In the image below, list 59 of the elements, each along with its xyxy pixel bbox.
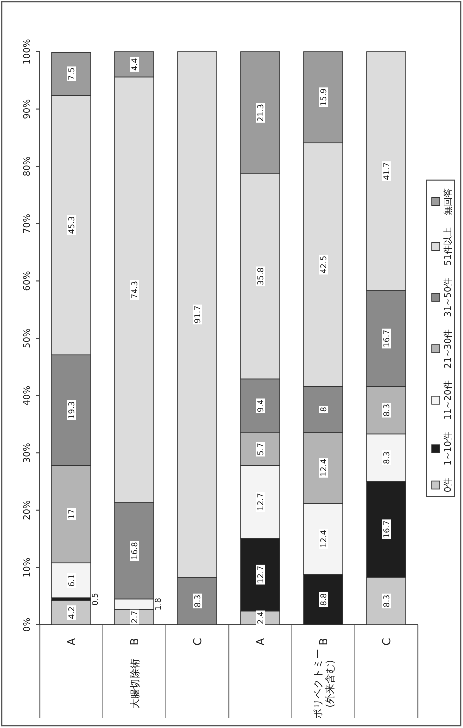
data-label: 16.8	[130, 542, 140, 560]
x-tick-label: C	[192, 638, 204, 646]
data-label: 91.7	[194, 306, 202, 324]
data-label: 41.7	[382, 162, 392, 180]
text: ポリペクトミー (外来含む)	[314, 649, 336, 719]
legend-label: 無回答	[443, 188, 454, 216]
x-tick-label: C	[380, 638, 394, 646]
y-tick-label: 60%	[23, 270, 33, 292]
legend-label: 51件以上	[443, 227, 454, 266]
data-label: 12.7	[256, 566, 266, 584]
data-label: 42.5	[320, 256, 328, 274]
y-tick-label: 90%	[23, 98, 33, 120]
y-tick-label: 20%	[23, 500, 33, 520]
y-tick-label: 0%	[23, 617, 33, 632]
y-tick-label: 70%	[23, 213, 33, 234]
data-label: 8.8	[320, 593, 328, 606]
y-tick-label: 100%	[23, 38, 33, 65]
data-label: 35.8	[256, 268, 266, 286]
data-label: 19.3	[68, 402, 76, 420]
data-label: 7.5	[68, 68, 76, 80]
data-label: 9.4	[256, 400, 266, 412]
data-label: 15.9	[320, 88, 328, 106]
data-label: 1.8	[154, 598, 164, 611]
legend-label: 0件	[443, 478, 454, 493]
data-label: 5.7	[256, 443, 266, 456]
legend-label: 1~10件	[443, 432, 454, 466]
x-tick-label: A	[66, 638, 78, 646]
data-label: 8.3	[382, 594, 392, 608]
data-label: 16.7	[382, 330, 392, 348]
text: 大腸切除術	[130, 659, 142, 709]
data-label: 4.2	[68, 606, 76, 620]
data-label: 21.3	[256, 104, 266, 122]
data-label: 74.3	[130, 281, 140, 299]
data-label: 8.3	[194, 594, 202, 608]
data-label: 8.3	[382, 404, 392, 417]
legend-label: 11~20件	[443, 380, 454, 420]
data-label: 45.3	[68, 216, 76, 234]
x-tick-label: A	[254, 638, 268, 646]
y-tick-label: 30%	[23, 442, 33, 464]
data-label: 8	[320, 407, 328, 412]
x-tick-label: B	[128, 638, 142, 646]
legend-label: 21~30件	[443, 329, 454, 369]
y-tick-label: 40%	[23, 385, 33, 406]
legend-label: 31~50件	[443, 278, 454, 318]
y-tick-label: 50%	[23, 328, 33, 349]
data-label: 6.1	[68, 574, 76, 587]
data-label: 17	[68, 509, 76, 520]
x-tick-label: B	[318, 638, 330, 646]
y-tick-label: 10%	[23, 557, 33, 578]
data-label: 2.7	[130, 610, 140, 624]
data-label: 4.4	[130, 58, 140, 71]
data-label: 8.3	[382, 452, 392, 464]
y-tick-label: 80%	[23, 156, 33, 177]
data-label: 16.7	[382, 520, 392, 538]
data-label: 12.7	[256, 493, 266, 511]
data-label: 0.5	[91, 593, 100, 606]
data-label: 12.4	[320, 459, 328, 477]
data-label: 2.4	[256, 612, 266, 624]
data-label: 12.4	[320, 530, 328, 548]
